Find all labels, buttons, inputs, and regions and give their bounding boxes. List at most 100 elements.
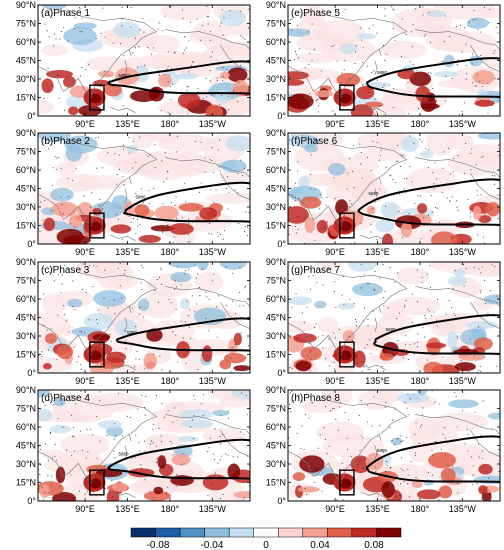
significance-dot <box>143 239 145 241</box>
significance-dot <box>308 417 310 419</box>
significance-dot <box>95 137 97 139</box>
significance-dot <box>494 78 496 80</box>
anomaly-blob <box>212 409 230 417</box>
significance-dot <box>397 437 399 440</box>
significance-dot <box>68 195 70 198</box>
significance-dot <box>74 308 76 311</box>
significance-dot <box>81 289 83 291</box>
significance-dot <box>315 323 317 325</box>
significance-dot <box>94 219 96 221</box>
significance-dot <box>206 16 208 18</box>
significance-dot <box>370 231 372 233</box>
significance-dot <box>419 442 421 444</box>
anomaly-blob <box>396 392 430 404</box>
significance-dot <box>336 487 338 489</box>
significance-dot <box>463 285 465 287</box>
contour-label: 5880 <box>386 327 397 332</box>
significance-dot <box>48 148 50 150</box>
anomaly-blob <box>400 221 413 238</box>
significance-dot <box>158 22 160 24</box>
anomaly-blob <box>134 204 150 217</box>
significance-dot <box>78 7 80 9</box>
significance-dot <box>403 306 405 308</box>
colorbar-swatch <box>155 527 181 538</box>
significance-dot <box>301 359 303 362</box>
significance-dot <box>115 214 117 216</box>
lon-tick-label: 135°W <box>449 504 477 514</box>
significance-dot <box>412 24 414 26</box>
significance-dot <box>460 360 462 362</box>
significance-dot <box>457 482 459 485</box>
coastline <box>165 414 250 435</box>
coastline <box>38 288 157 356</box>
significance-dot <box>137 225 139 227</box>
anomaly-blob <box>143 353 157 370</box>
significance-dot <box>451 77 453 79</box>
significance-dot <box>343 201 345 203</box>
significance-dot <box>341 226 343 228</box>
contour-5880 <box>107 60 250 95</box>
anomaly-blob <box>56 344 74 360</box>
significance-dot <box>209 39 212 41</box>
anomaly-blob <box>144 435 166 453</box>
anomaly-blob <box>352 282 384 297</box>
significance-dot <box>103 297 105 299</box>
significance-dot <box>289 139 291 141</box>
significance-dot <box>431 449 433 451</box>
lat-tick-label: 60°N <box>16 37 36 47</box>
significance-dot <box>72 426 75 428</box>
anomaly-blob <box>233 491 250 499</box>
contour-5880 <box>365 435 500 483</box>
significance-dot <box>41 355 43 358</box>
significance-dot <box>376 141 378 143</box>
significance-dot <box>361 39 363 41</box>
significance-dot <box>375 111 377 113</box>
anomaly-field: 5880 <box>38 133 250 244</box>
significance-dot <box>336 499 338 501</box>
significance-dot <box>481 156 483 158</box>
anomaly-blob <box>153 486 164 495</box>
significance-dot <box>457 209 459 211</box>
significance-dot <box>478 443 480 445</box>
significance-dot <box>175 485 177 487</box>
significance-dot <box>484 213 486 215</box>
significance-dot <box>436 319 438 321</box>
significance-dot <box>372 24 374 26</box>
significance-dot <box>109 334 111 336</box>
significance-dot <box>311 23 313 25</box>
significance-dot <box>96 265 98 267</box>
significance-dot <box>220 414 222 416</box>
significance-dot <box>295 97 297 99</box>
significance-dot <box>310 173 312 175</box>
significance-dot <box>47 72 49 74</box>
panel-label: (e)Phase 5 <box>291 8 340 19</box>
significance-dot <box>419 195 421 197</box>
significance-dot <box>498 449 500 451</box>
significance-dot <box>166 68 168 70</box>
significance-dot <box>366 65 368 67</box>
anomaly-blob <box>63 76 76 88</box>
significance-dot <box>208 222 210 224</box>
significance-dot <box>466 428 468 430</box>
significance-dot <box>320 70 322 72</box>
significance-dot <box>457 154 459 156</box>
significance-dot <box>123 74 125 76</box>
significance-dot <box>457 492 459 494</box>
significance-dot <box>244 287 246 289</box>
significance-dot <box>235 370 238 372</box>
significance-dot <box>422 327 424 329</box>
significance-dot <box>295 232 297 234</box>
significance-dot <box>326 453 328 455</box>
significance-dot <box>373 396 375 398</box>
anomaly-blob <box>428 451 456 469</box>
lon-tick-label: 135°W <box>199 247 227 257</box>
significance-dot <box>297 170 299 172</box>
significance-dot <box>289 219 291 221</box>
significance-dot <box>444 427 446 429</box>
lat-tick-label: 15°N <box>16 221 36 231</box>
lat-tick-label: 45°N <box>16 313 36 323</box>
significance-dot <box>132 52 134 54</box>
significance-dot <box>48 36 50 38</box>
significance-dot <box>208 232 210 234</box>
anomaly-blob <box>78 105 102 116</box>
